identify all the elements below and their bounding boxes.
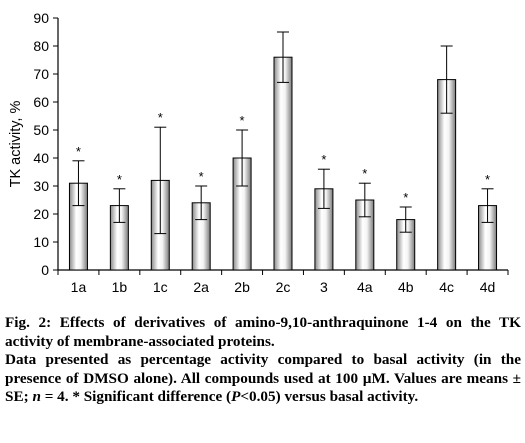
x-tick-label-4d: 4d <box>480 279 496 295</box>
axes <box>53 17 509 275</box>
figure-caption: Fig. 2: Effects of derivatives of amino-… <box>5 314 521 407</box>
x-tick-label-2a: 2a <box>193 279 209 295</box>
caption-title: Fig. 2: Effects of derivatives of amino-… <box>5 314 521 351</box>
x-tick-label-2b: 2b <box>234 279 250 295</box>
significance-marker-3: * <box>321 152 326 167</box>
figure-label: Fig. 2: <box>5 314 52 331</box>
y-axis-label: TK activity, % <box>8 101 24 188</box>
y-tick-label: 70 <box>33 66 49 82</box>
significance-marker-4b: * <box>403 190 408 205</box>
x-tick-label-3: 3 <box>320 279 328 295</box>
significance-marker-1c: * <box>158 110 163 125</box>
bar-2c <box>273 56 293 271</box>
y-tick-label: 0 <box>41 262 49 278</box>
caption-desc-part1: Data presented as percentage activity co… <box>5 351 521 406</box>
x-tick-label-4b: 4b <box>398 279 414 295</box>
y-tick-label: 30 <box>33 178 49 194</box>
caption-desc-part3: <0.05) versus basal activity. <box>240 388 419 406</box>
significance-marker-4d: * <box>485 172 490 187</box>
bar-chart: 0 10 20 30 40 50 60 70 80 90 TK activity, % * 1a * 1b *… <box>8 10 509 295</box>
significance-marker-1b: * <box>117 172 122 187</box>
x-tick-label-1b: 1b <box>112 279 128 295</box>
significance-marker-2b: * <box>240 113 245 128</box>
significance-marker-1a: * <box>76 144 81 159</box>
labels: 0 10 20 30 40 50 60 70 80 90 TK activity, % * 1a * 1b *… <box>8 10 495 295</box>
y-tick-label: 50 <box>33 122 49 138</box>
caption-desc-part2: = 4. * Significant difference ( <box>40 388 232 406</box>
bars <box>68 31 498 271</box>
y-tick-label: 80 <box>33 38 49 54</box>
x-tick-label-4a: 4a <box>357 279 373 295</box>
x-tick-label-4c: 4c <box>439 279 454 295</box>
y-tick-label: 20 <box>33 206 49 222</box>
x-tick-label-1a: 1a <box>71 279 87 295</box>
y-tick-label: 40 <box>33 150 49 166</box>
significance-marker-4a: * <box>362 166 367 181</box>
x-tick-label-1c: 1c <box>153 279 168 295</box>
y-tick-label: 10 <box>33 234 49 250</box>
y-tick-label: 90 <box>33 10 49 26</box>
caption-title-text: Effects of derivatives of amino-9,10-ant… <box>5 314 521 350</box>
caption-n: n <box>32 388 41 406</box>
x-tick-label-2c: 2c <box>276 279 291 295</box>
y-tick-label: 60 <box>33 94 49 110</box>
significance-marker-2a: * <box>199 169 204 184</box>
caption-description: Data presented as percentage activity co… <box>5 351 521 407</box>
caption-p: P <box>231 388 241 406</box>
